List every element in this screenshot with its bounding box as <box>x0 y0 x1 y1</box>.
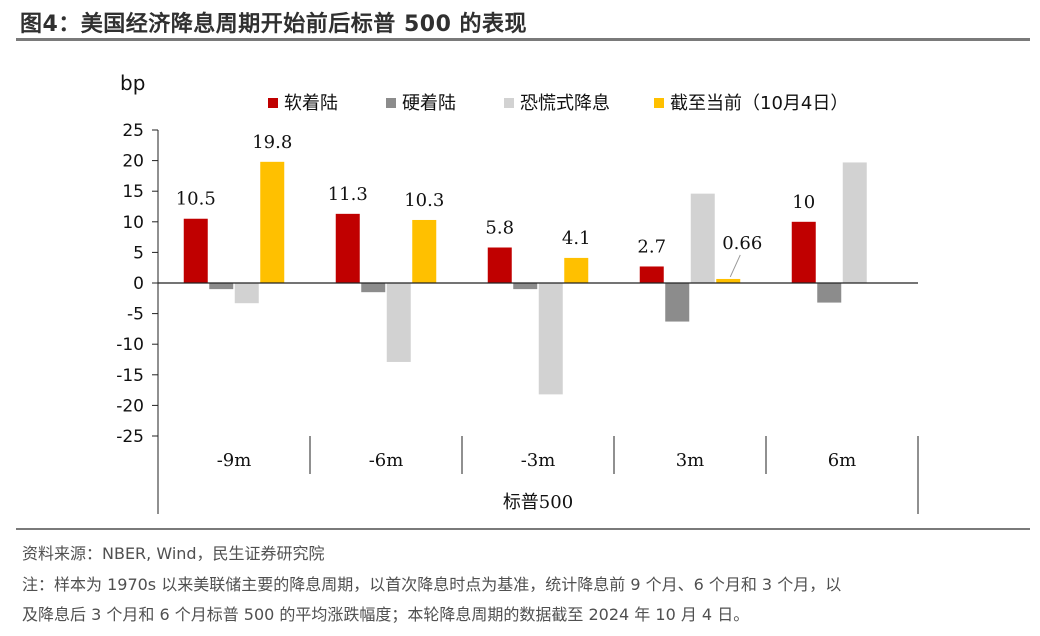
bar <box>716 278 741 283</box>
bar <box>234 283 259 304</box>
y-axis-label: bp <box>120 71 145 95</box>
bar <box>564 257 589 283</box>
bar <box>260 161 285 283</box>
y-tick-label: 15 <box>122 182 144 202</box>
legend-label: 硬着陆 <box>402 93 456 114</box>
figure-title: 图4：美国经济降息周期开始前后标普 500 的表现 <box>20 12 528 37</box>
y-tick-label: 5 <box>133 243 144 263</box>
bar <box>690 193 715 283</box>
y-tick-label: 0 <box>133 274 144 294</box>
bar <box>361 283 386 293</box>
x-tick-label: -3m <box>521 450 556 471</box>
legend-swatch <box>268 98 278 108</box>
data-label: 2.7 <box>637 236 666 257</box>
note-line-1: 注：样本为 1970s 以来美联储主要的降息周期，以首次降息时点为基准，统计降息… <box>22 575 842 594</box>
bar <box>842 162 867 283</box>
bar-chart: 25 20 15 10 5 0 -5 -10 -15 -20 -25 bp -9m -6m -3m 3m 6m 标… <box>116 71 919 514</box>
data-label: 0.66 <box>722 233 762 254</box>
title-rule <box>16 38 1030 41</box>
x-tick-label: -6m <box>369 450 404 471</box>
legend-swatch <box>504 98 514 108</box>
bar <box>487 247 512 283</box>
bar <box>209 283 234 290</box>
y-tick-label: -5 <box>127 305 144 325</box>
data-label: 10.5 <box>176 189 216 210</box>
data-label-leader <box>729 254 741 278</box>
y-tick-label: -15 <box>116 366 144 386</box>
bar <box>639 266 664 283</box>
bar <box>791 221 816 283</box>
data-label: 10 <box>792 192 815 213</box>
x-axis-label: 标普500 <box>503 492 573 513</box>
footer-rule <box>16 528 1030 530</box>
y-tick-label: -25 <box>116 427 144 447</box>
bar <box>386 283 411 362</box>
legend-label: 软着陆 <box>284 93 338 114</box>
y-tick-label: -20 <box>116 396 144 416</box>
data-label: 11.3 <box>328 184 368 205</box>
note-line-2: 及降息后 3 个月和 6 个月标普 500 的平均涨跌幅度；本轮降息周期的数据截… <box>22 605 750 624</box>
bar <box>183 218 208 283</box>
legend-label: 恐慌式降息 <box>520 93 610 114</box>
x-tick-label: 3m <box>676 450 705 471</box>
legend-swatch <box>386 98 396 108</box>
bar <box>412 219 437 283</box>
bar <box>538 283 563 395</box>
data-label: 4.1 <box>562 228 591 249</box>
source-text: 资料来源：NBER, Wind，民生证券研究院 <box>22 544 325 563</box>
data-label: 10.3 <box>404 190 444 211</box>
y-tick-label: -10 <box>116 335 144 355</box>
note-text: 注：样本为 1970s 以来美联储主要的降息周期，以首次降息时点为基准，统计降息… <box>22 570 1022 630</box>
x-tick-label: 6m <box>828 450 857 471</box>
x-tick-label: -9m <box>217 450 252 471</box>
legend-swatch <box>654 98 664 108</box>
y-tick-label: 20 <box>122 152 144 172</box>
bar <box>335 213 360 283</box>
bar <box>513 283 538 290</box>
data-label: 5.8 <box>485 218 514 239</box>
legend-label: 截至当前（10月4日） <box>670 93 848 114</box>
bar <box>817 283 842 303</box>
y-tick-label: 10 <box>122 213 144 233</box>
data-label: 19.8 <box>252 132 292 153</box>
bar <box>665 283 690 322</box>
y-tick-label: 25 <box>122 121 144 141</box>
